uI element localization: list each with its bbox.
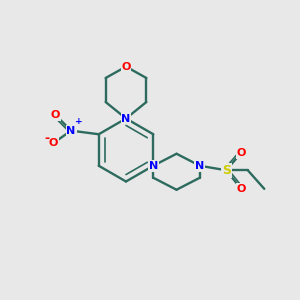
Text: S: S [222, 164, 231, 177]
Text: O: O [48, 138, 58, 148]
Text: O: O [236, 148, 246, 158]
Text: N: N [67, 126, 76, 136]
Text: +: + [75, 117, 83, 126]
Text: -: - [45, 132, 50, 145]
Text: N: N [149, 161, 158, 171]
Text: N: N [195, 161, 204, 171]
Text: O: O [121, 61, 131, 72]
Text: O: O [51, 110, 60, 120]
Text: N: N [122, 113, 130, 124]
Text: O: O [236, 184, 246, 194]
